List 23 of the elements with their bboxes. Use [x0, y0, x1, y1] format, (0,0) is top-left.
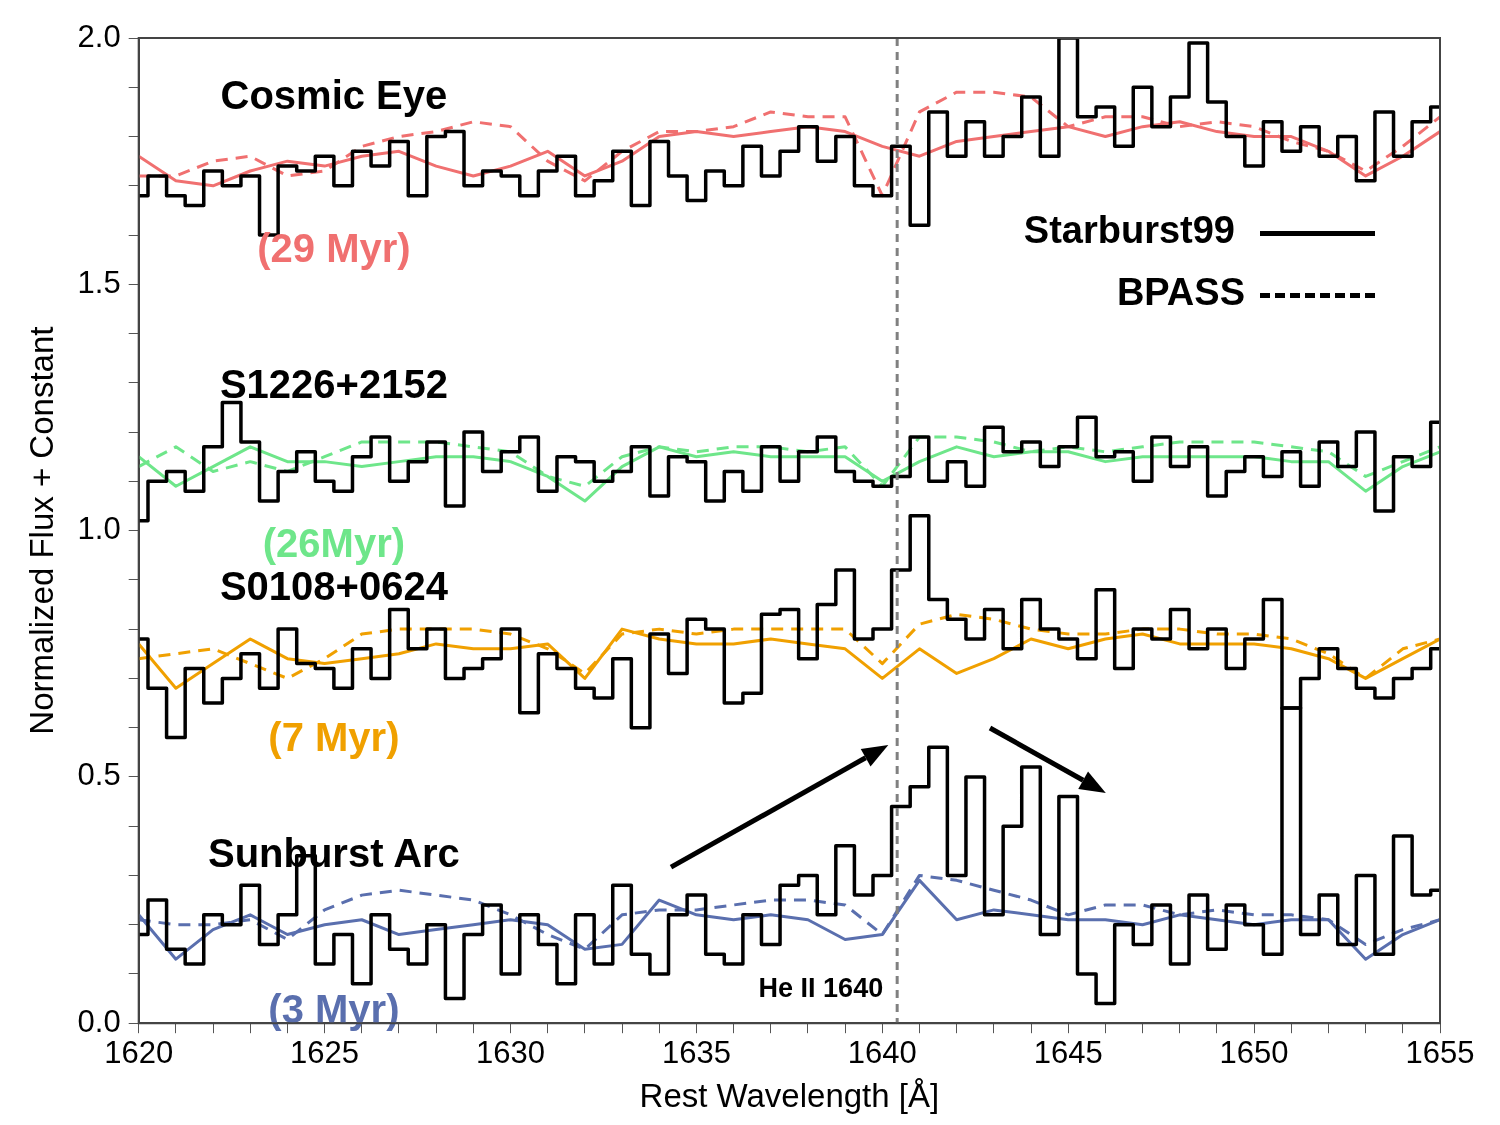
series-label: Sunburst Arc [207, 831, 460, 876]
x-tick-label: 1630 [476, 1035, 545, 1071]
y-tick-label: 1.0 [77, 511, 121, 547]
y-tick-label: 2.0 [77, 18, 121, 54]
x-axis-title: Rest Wavelength [Å] [639, 1077, 940, 1115]
ref-line-label: He II 1640 [758, 972, 884, 1003]
y-axis-title: Normalized Flux + Constant [22, 326, 60, 735]
annotation: BPASS [1116, 271, 1245, 314]
x-tick-label: 1650 [1219, 1035, 1289, 1071]
y-tick-label: 1.5 [77, 264, 121, 300]
x-tick-label: 1645 [1033, 1035, 1103, 1071]
annotation: Starburst99 [1023, 209, 1235, 252]
x-tick-label: 1655 [1405, 1035, 1475, 1071]
series-label: (26Myr) [262, 521, 406, 566]
series-label: Cosmic Eye [220, 72, 448, 117]
series-label: S1226+2152 [219, 362, 448, 407]
series-label: (3 Myr) [268, 986, 400, 1031]
series-label: (29 Myr) [257, 226, 411, 270]
series-label: (7 Myr) [268, 714, 400, 759]
y-tick-label: 0.5 [77, 757, 121, 793]
x-tick-label: 1625 [290, 1035, 360, 1071]
x-tick-label: 1640 [847, 1035, 917, 1071]
x-tick-label: 1635 [661, 1035, 731, 1071]
